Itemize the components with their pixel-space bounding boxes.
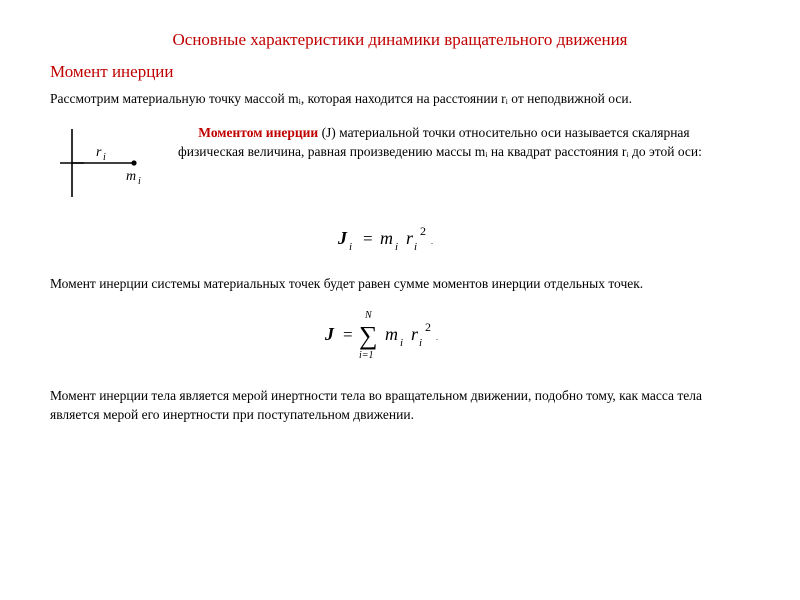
- point-mass-diagram: r i m i: [50, 123, 160, 208]
- svg-text:m: m: [126, 169, 136, 184]
- svg-text:i: i: [349, 241, 352, 253]
- svg-text:i: i: [395, 241, 398, 253]
- svg-text:r: r: [96, 145, 102, 160]
- svg-text:r: r: [406, 228, 414, 248]
- system-paragraph: Момент инерции системы материальных точе…: [50, 275, 750, 294]
- definition-text: Моментом инерции (J) материальной точки …: [178, 123, 750, 162]
- svg-text:i: i: [419, 337, 422, 349]
- svg-text:i: i: [414, 241, 417, 253]
- definition-block: r i m i Моментом инерции (J) материально…: [50, 123, 750, 208]
- svg-text:J: J: [324, 324, 335, 344]
- svg-text:i=1: i=1: [359, 350, 374, 361]
- svg-text:2: 2: [420, 224, 426, 238]
- svg-text:i: i: [400, 337, 403, 349]
- svg-text:2: 2: [425, 320, 431, 334]
- formula-system-sum: J = ∑ N i=1 m i r i 2 .: [50, 308, 750, 367]
- svg-text:m: m: [380, 228, 393, 248]
- svg-text:m: m: [385, 324, 398, 344]
- svg-text:r: r: [411, 324, 419, 344]
- section-subtitle: Момент инерции: [50, 62, 750, 82]
- definition-term: Моментом инерции: [198, 125, 318, 140]
- svg-text:J: J: [337, 228, 348, 248]
- final-paragraph: Момент инерции тела является мерой инерт…: [50, 387, 750, 425]
- svg-text:.: .: [436, 333, 438, 342]
- svg-text:∑: ∑: [359, 321, 378, 350]
- page-title: Основные характеристики динамики вращате…: [50, 30, 750, 50]
- svg-text:i: i: [103, 152, 106, 163]
- svg-text:=: =: [363, 229, 373, 248]
- svg-text:=: =: [343, 325, 353, 344]
- svg-text:.: .: [431, 237, 433, 246]
- formula-single-point: J i = m i r i 2 .: [50, 222, 750, 261]
- intro-paragraph: Рассмотрим материальную точку массой mᵢ,…: [50, 90, 750, 109]
- svg-text:i: i: [138, 176, 141, 187]
- svg-text:N: N: [364, 310, 373, 321]
